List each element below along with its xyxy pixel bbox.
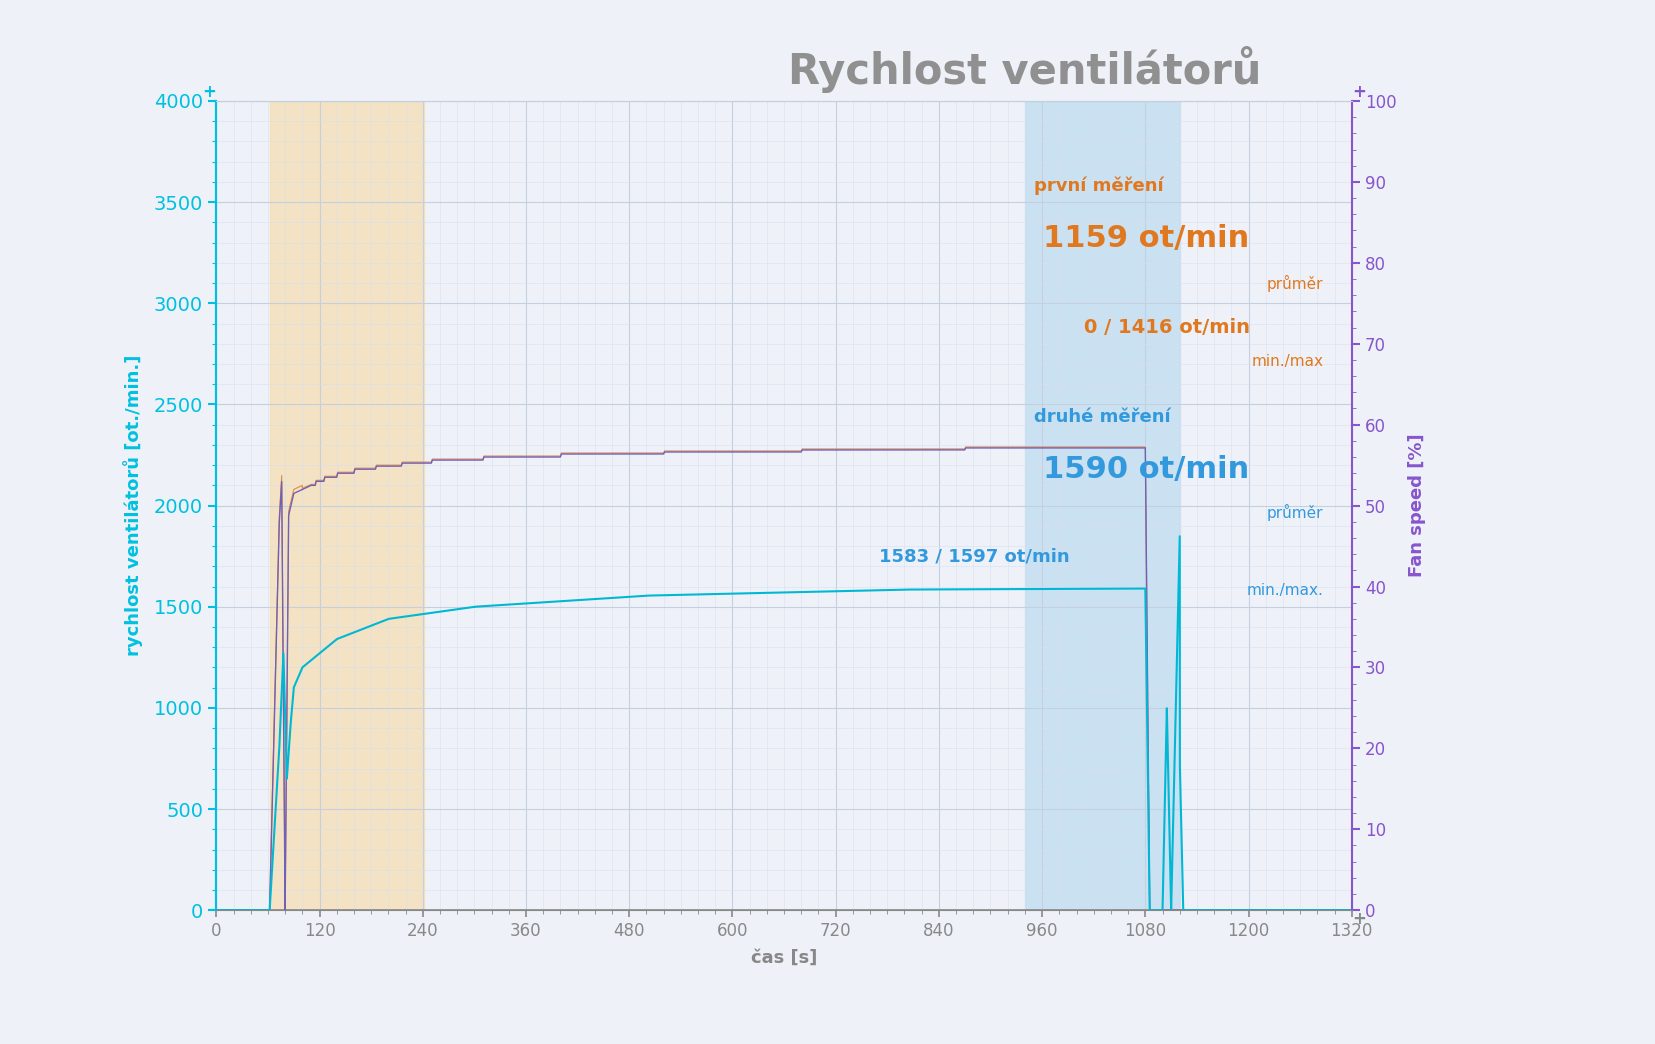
X-axis label: čas [s]: čas [s] xyxy=(750,948,816,967)
Text: min./max: min./max xyxy=(1251,354,1322,370)
Text: +: + xyxy=(1350,82,1365,101)
Text: druhé měření: druhé měření xyxy=(1033,407,1170,426)
Text: min./max.: min./max. xyxy=(1246,583,1322,598)
Y-axis label: rychlost ventilátorů [ot./min.]: rychlost ventilátorů [ot./min.] xyxy=(122,355,142,657)
Text: 0 / 1416 ot/min: 0 / 1416 ot/min xyxy=(1082,318,1250,337)
Text: +: + xyxy=(1350,910,1365,928)
Text: 1590 ot/min: 1590 ot/min xyxy=(1043,455,1250,483)
Bar xyxy=(270,101,424,910)
Text: první měření: první měření xyxy=(1033,176,1163,195)
Text: průměr: průměr xyxy=(1266,503,1322,521)
Text: 1159 ot/min: 1159 ot/min xyxy=(1043,224,1250,253)
Text: Rychlost ventilátorů: Rychlost ventilátorů xyxy=(788,46,1259,93)
Text: 1583 / 1597 ot/min: 1583 / 1597 ot/min xyxy=(879,548,1069,566)
Bar xyxy=(1024,101,1178,910)
Y-axis label: Fan speed [%]: Fan speed [%] xyxy=(1407,434,1425,577)
Text: průměr: průměr xyxy=(1266,275,1322,291)
Text: +: + xyxy=(202,82,217,101)
